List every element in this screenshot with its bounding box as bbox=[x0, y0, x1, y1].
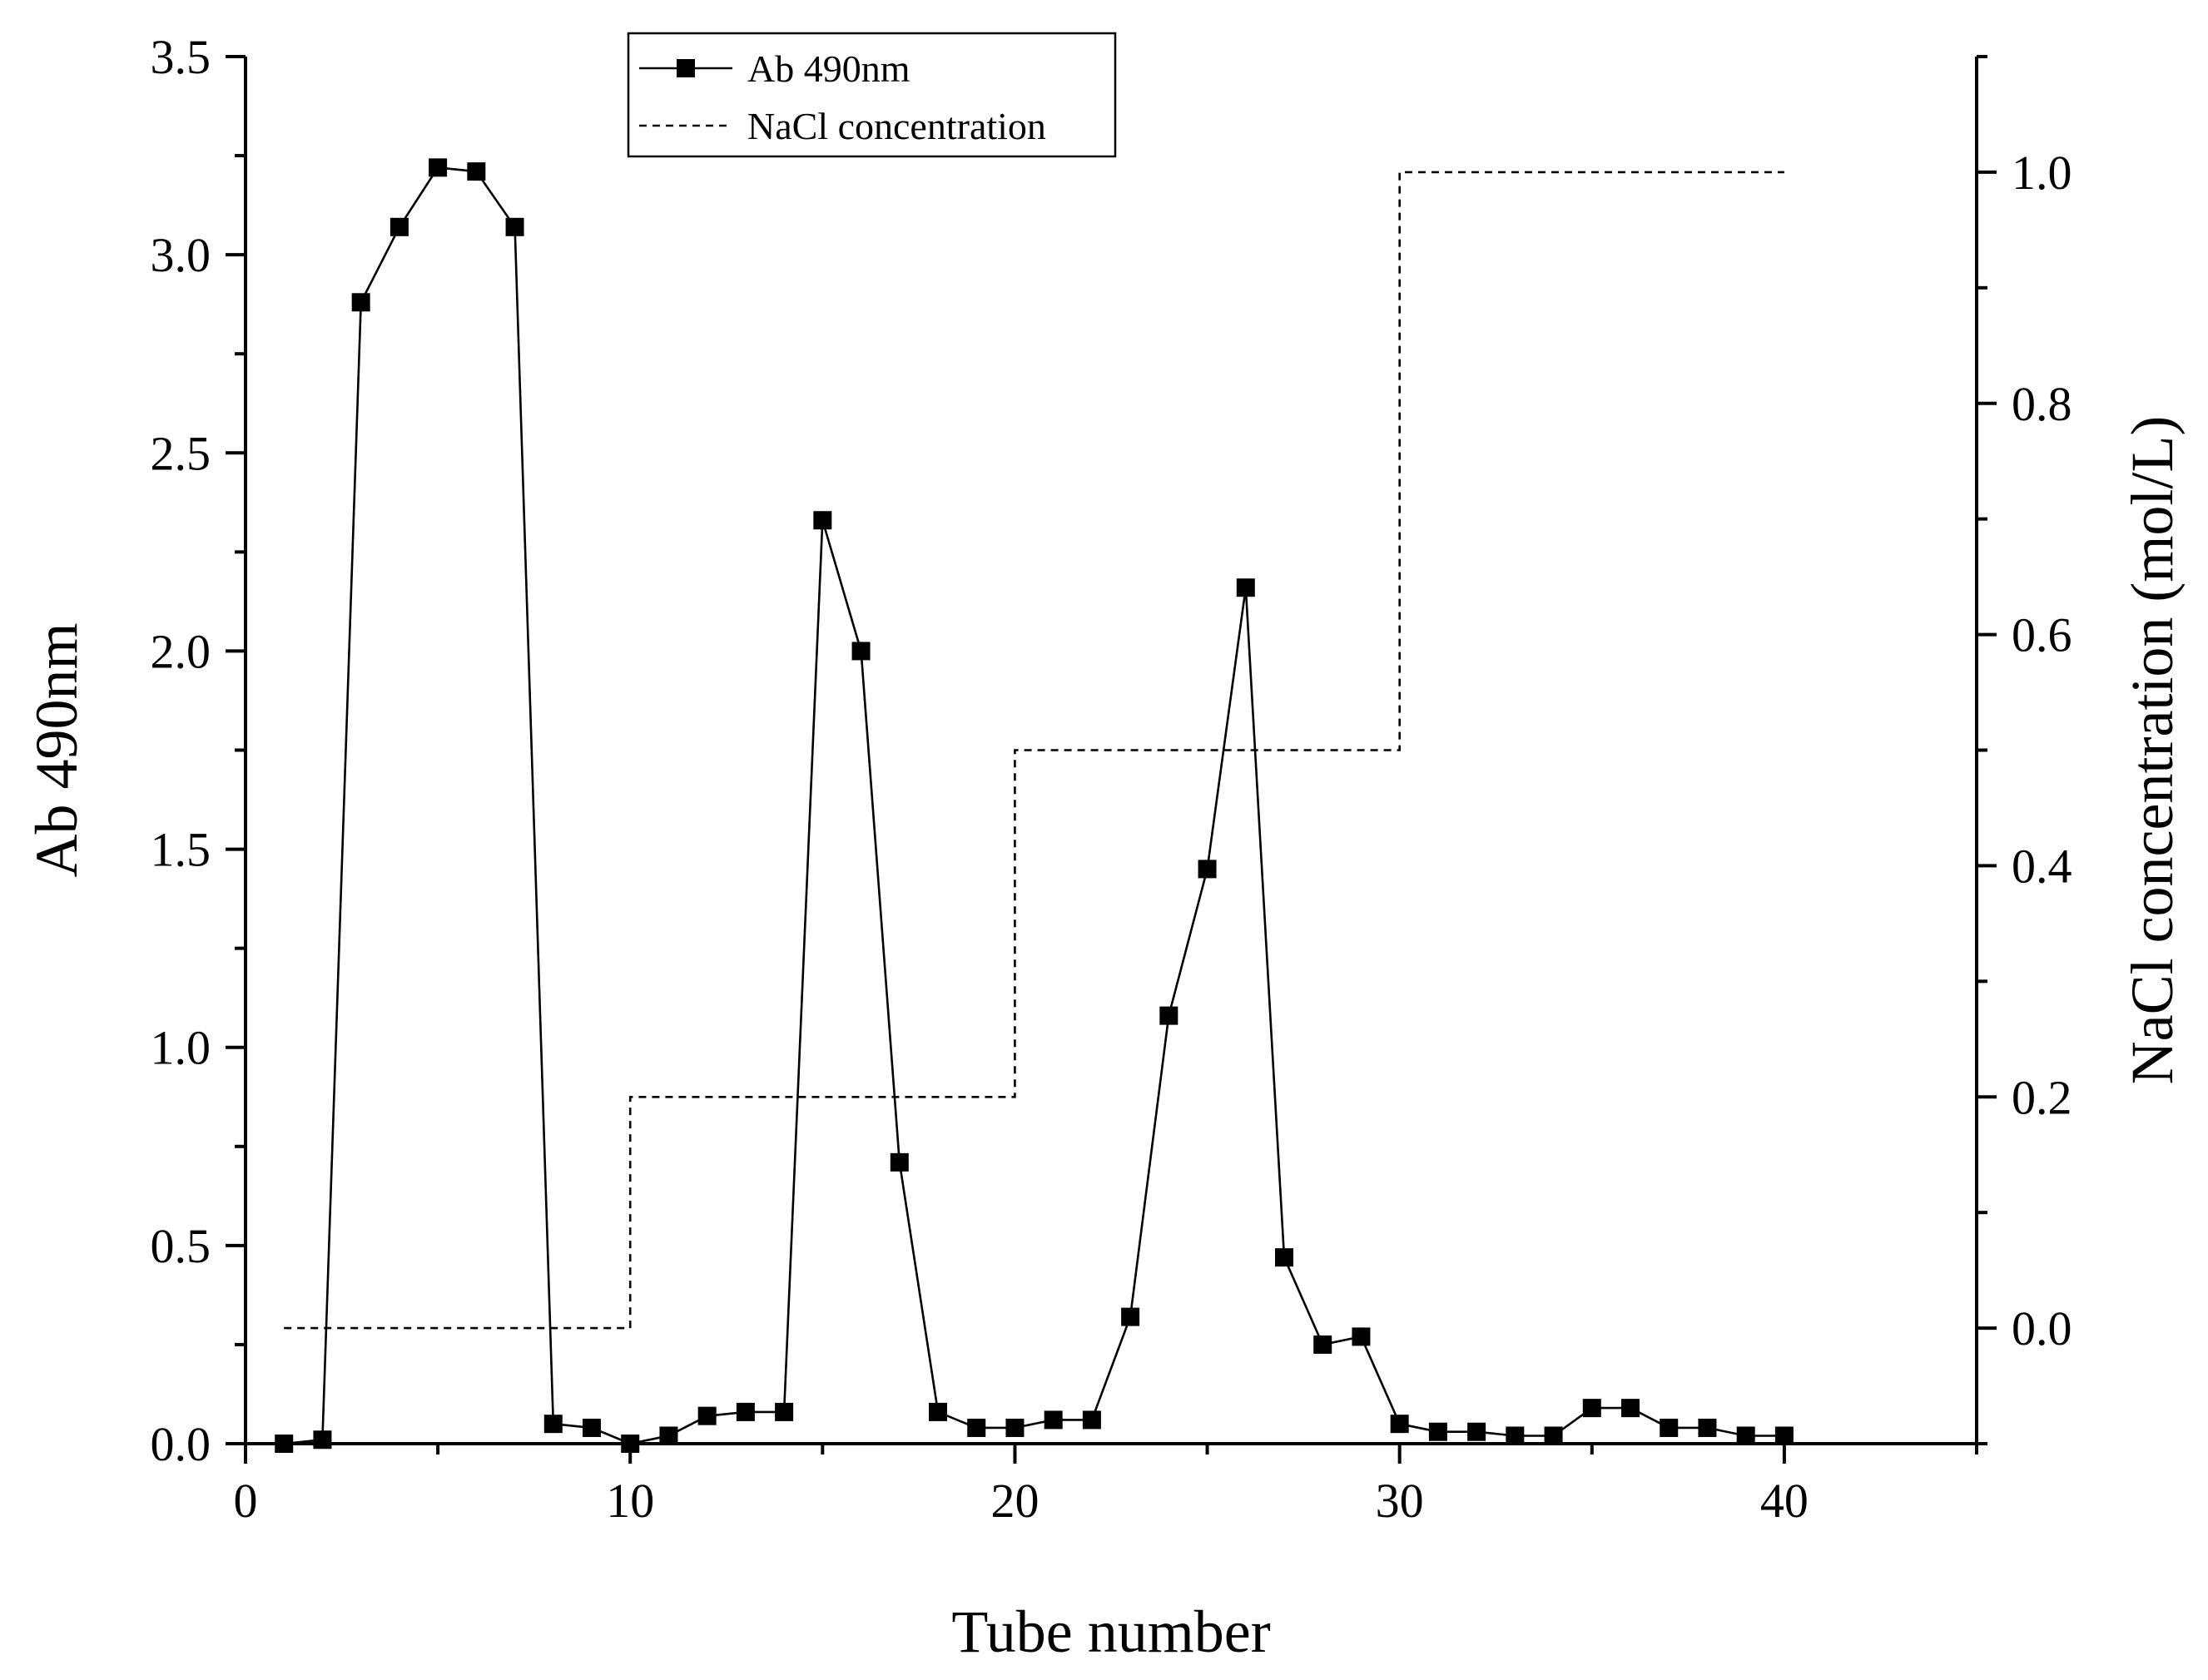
ab-point bbox=[1774, 1426, 1794, 1445]
ab-point bbox=[1236, 578, 1255, 597]
ab-point bbox=[1159, 1006, 1178, 1025]
ab-point bbox=[1005, 1418, 1025, 1437]
legend-ab-label: Ab 490nm bbox=[747, 47, 910, 90]
legend-box bbox=[627, 32, 1117, 158]
ab-point bbox=[697, 1406, 717, 1425]
y2-tick-label: 0.2 bbox=[2012, 1070, 2072, 1124]
ab-point bbox=[1313, 1335, 1332, 1354]
ab-point bbox=[1198, 860, 1217, 879]
ab-point bbox=[351, 293, 370, 312]
y-tick-label: 0.5 bbox=[151, 1219, 211, 1273]
y-tick-label: 1.5 bbox=[151, 823, 211, 877]
ab-point bbox=[1544, 1426, 1563, 1445]
ab-point bbox=[1698, 1418, 1717, 1437]
x-tick-label: 40 bbox=[1760, 1474, 1809, 1528]
y-tick-label: 0.0 bbox=[151, 1417, 211, 1471]
ab-point bbox=[1275, 1248, 1293, 1267]
x-tick-label: 0 bbox=[234, 1474, 258, 1528]
ab-point bbox=[505, 217, 524, 236]
y2-tick-label: 0.0 bbox=[2012, 1301, 2072, 1355]
ab-point bbox=[967, 1418, 986, 1437]
axes: 0 10 20 30 40 0.0 0.5 1.0 1.5 2.0 2.5 3.0 3.5 0.0 0.2 0… bbox=[151, 30, 2072, 1528]
y-tick-label: 2.0 bbox=[151, 624, 211, 678]
y-tick-label: 2.5 bbox=[151, 426, 211, 480]
x-tick-label: 10 bbox=[606, 1474, 654, 1528]
y-axis-title: Ab 490nm bbox=[23, 623, 90, 878]
ab-point bbox=[1736, 1426, 1755, 1445]
ab-point bbox=[775, 1402, 794, 1421]
ab-point bbox=[621, 1435, 640, 1453]
ab-point bbox=[1082, 1410, 1101, 1430]
ab-point bbox=[1352, 1327, 1371, 1346]
ab-point bbox=[467, 162, 486, 181]
ab-point bbox=[929, 1402, 947, 1421]
ab-point bbox=[1621, 1399, 1640, 1418]
y-tick-label: 3.0 bbox=[151, 228, 211, 282]
ab-point bbox=[543, 1415, 563, 1434]
ab-point bbox=[1390, 1415, 1409, 1434]
ab-series bbox=[275, 158, 1794, 1453]
ab-point bbox=[1660, 1418, 1679, 1437]
x-tick-label: 30 bbox=[1376, 1474, 1424, 1528]
x-tick-label: 20 bbox=[990, 1474, 1039, 1528]
ab-point bbox=[313, 1430, 332, 1450]
y-tick-label: 1.0 bbox=[151, 1021, 211, 1075]
ab-point bbox=[390, 217, 409, 236]
legend-ab-marker bbox=[677, 59, 695, 77]
ab-point bbox=[583, 1418, 601, 1437]
y2-tick-label: 0.8 bbox=[2012, 377, 2072, 431]
y2-tick-label: 0.6 bbox=[2012, 608, 2072, 662]
y2-tick-label: 1.0 bbox=[2012, 146, 2072, 200]
ab-point bbox=[1044, 1410, 1063, 1430]
ab-point bbox=[1467, 1422, 1486, 1441]
ab-point bbox=[659, 1426, 678, 1445]
ab-point bbox=[1428, 1422, 1447, 1441]
nacl-series bbox=[284, 171, 1784, 1330]
y2-tick-label: 0.4 bbox=[2012, 839, 2072, 893]
ab-point bbox=[1506, 1426, 1525, 1445]
nacl-step-line bbox=[284, 171, 1784, 1330]
ab-point bbox=[813, 511, 832, 530]
ab-point bbox=[736, 1402, 755, 1421]
legend: Ab 490nm NaCl concentration bbox=[627, 32, 1117, 158]
ab-point bbox=[429, 158, 448, 177]
ab-line bbox=[284, 166, 1784, 1445]
ab-point bbox=[890, 1152, 909, 1172]
x-axis-title: Tube number bbox=[951, 1598, 1270, 1665]
ab-point bbox=[1121, 1307, 1140, 1326]
ab-point bbox=[275, 1435, 294, 1453]
ab-point bbox=[851, 642, 871, 661]
y-tick-label: 3.5 bbox=[151, 30, 211, 84]
y2-axis-title: NaCl concentration (mol/L) bbox=[2119, 416, 2186, 1085]
legend-nacl-label: NaCl concentration bbox=[747, 105, 1046, 147]
ab-point bbox=[1582, 1399, 1601, 1418]
